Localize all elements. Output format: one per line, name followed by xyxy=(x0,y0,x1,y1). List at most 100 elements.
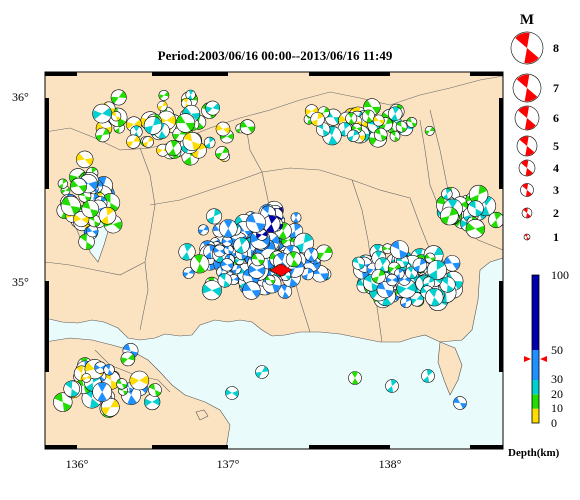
quake-mechanism-534 xyxy=(120,351,136,367)
map-area xyxy=(45,72,503,449)
magnitude-legend-label-7: 7 xyxy=(553,81,559,95)
depth-band-4 xyxy=(532,275,539,350)
quake-mechanism-418 xyxy=(345,112,358,125)
quake-mechanism-195 xyxy=(233,237,250,254)
quake-mechanism-163 xyxy=(190,254,210,274)
quake-mechanism-395 xyxy=(389,130,401,142)
magnitude-legend-label-3: 3 xyxy=(553,183,559,197)
magnitude-legend-symbol-2 xyxy=(521,207,533,219)
depth-tick-30: 30 xyxy=(551,372,563,386)
depth-band-0 xyxy=(532,408,539,423)
depth-band-2 xyxy=(532,380,539,395)
lat-tick-36: 36° xyxy=(12,90,29,104)
quake-mechanism-422 xyxy=(373,127,388,142)
quake-mechanism-424 xyxy=(372,114,385,127)
magnitude-legend-label-2: 2 xyxy=(553,206,559,220)
quake-mechanism-184 xyxy=(293,232,314,254)
lat-tick-35: 35° xyxy=(12,275,29,289)
quake-mechanism-359 xyxy=(110,110,122,122)
quake-mechanism-518 xyxy=(63,380,80,398)
magnitude-legend-label-8: 8 xyxy=(553,41,559,55)
quake-mechanism-317 xyxy=(389,240,409,260)
quake-mechanism-551 xyxy=(225,386,239,400)
magnitude-legend-symbol-7 xyxy=(512,73,542,103)
quake-mechanism-198 xyxy=(219,219,238,238)
quake-mechanism-190 xyxy=(304,247,319,262)
depth-tick-10: 10 xyxy=(551,401,563,415)
quake-mechanism-498 xyxy=(439,206,459,226)
depth-marker-icon xyxy=(524,356,547,362)
quake-mechanism-98 xyxy=(201,280,222,301)
quake-mechanism-499 xyxy=(488,211,503,229)
quake-mechanism-530 xyxy=(92,382,113,402)
quake-mechanism-309 xyxy=(371,269,386,284)
magnitude-legend-symbol-5 xyxy=(516,135,538,157)
depth-band-1 xyxy=(532,394,539,409)
quake-mechanism-457 xyxy=(60,195,81,216)
quake-mechanism-318 xyxy=(425,288,444,307)
quake-mechanism-552 xyxy=(255,365,269,379)
magnitude-legend-symbol-8 xyxy=(510,31,544,65)
quake-mechanism-529 xyxy=(103,364,115,376)
quake-mechanism-369 xyxy=(142,136,154,148)
depth-scale-label: Depth(km) xyxy=(508,447,560,459)
quake-mechanism-421 xyxy=(361,109,375,123)
quake-mechanism-531 xyxy=(116,378,128,390)
quake-mechanism-533 xyxy=(81,373,92,383)
quake-mechanism-548 xyxy=(385,379,399,393)
quake-mechanism-429 xyxy=(75,150,94,169)
quake-mechanism-547 xyxy=(348,371,362,385)
depth-tick-0: 0 xyxy=(551,416,557,430)
magnitude-legend-label-4: 4 xyxy=(553,161,559,175)
quake-mechanism-366 xyxy=(215,146,230,160)
main-shock-star-icon xyxy=(269,263,293,277)
quake-mechanism-550 xyxy=(453,396,467,410)
quake-mechanism-376 xyxy=(175,113,196,133)
quake-mechanism-553 xyxy=(148,383,162,397)
quake-mechanism-496 xyxy=(467,200,484,217)
quake-mechanism-528 xyxy=(144,393,161,411)
quake-mechanism-546 xyxy=(245,212,266,233)
quake-mechanism-405 xyxy=(424,125,435,136)
magnitude-legend-heading: M xyxy=(520,12,534,28)
quake-mechanism-401 xyxy=(395,120,408,133)
magnitude-legend-label-5: 5 xyxy=(553,139,559,153)
map-frame xyxy=(44,71,504,450)
quake-mechanism-146 xyxy=(231,264,242,275)
quake-mechanism-372 xyxy=(182,132,202,151)
depth-band-3 xyxy=(532,350,539,380)
quake-mechanism-282 xyxy=(352,256,365,270)
quake-mechanism-132 xyxy=(265,274,276,286)
quake-mechanism-370 xyxy=(215,121,231,137)
quake-mechanism-197 xyxy=(251,252,265,267)
quake-mechanism-30 xyxy=(277,284,293,299)
quake-mechanism-469 xyxy=(70,177,87,195)
depth-tick-20: 20 xyxy=(551,387,563,401)
depth-tick-50: 50 xyxy=(551,343,563,357)
quake-mechanism-188 xyxy=(221,235,233,247)
quake-mechanism-417 xyxy=(406,117,418,128)
magnitude-legend-symbol-4 xyxy=(518,159,536,177)
quake-mechanism-493 xyxy=(465,218,486,239)
quake-mechanism-199 xyxy=(285,251,302,268)
quake-mechanism-378 xyxy=(92,103,112,124)
quake-mechanism-525 xyxy=(100,397,120,417)
quake-mechanism-131 xyxy=(301,267,314,281)
magnitude-legend-symbol-1 xyxy=(523,233,531,241)
quake-mechanism-365 xyxy=(143,116,163,135)
magnitude-legend-symbol-6 xyxy=(514,105,540,131)
quake-mechanism-340 xyxy=(157,100,168,112)
quake-mechanism-375 xyxy=(203,136,216,149)
quake-mechanism-374 xyxy=(165,140,182,157)
quake-mechanism-544 xyxy=(262,215,281,233)
quake-mechanism-520 xyxy=(129,370,150,391)
quake-mechanism-196 xyxy=(217,273,233,288)
quake-mechanism-406 xyxy=(387,106,403,122)
quake-mechanism-423 xyxy=(347,129,360,143)
magnitude-legend-label-1: 1 xyxy=(553,230,559,244)
quake-mechanism-78 xyxy=(197,224,209,236)
quake-mechanism-458 xyxy=(78,233,95,251)
quake-mechanism-185 xyxy=(315,244,333,262)
lon-tick-137: 137° xyxy=(217,457,240,471)
